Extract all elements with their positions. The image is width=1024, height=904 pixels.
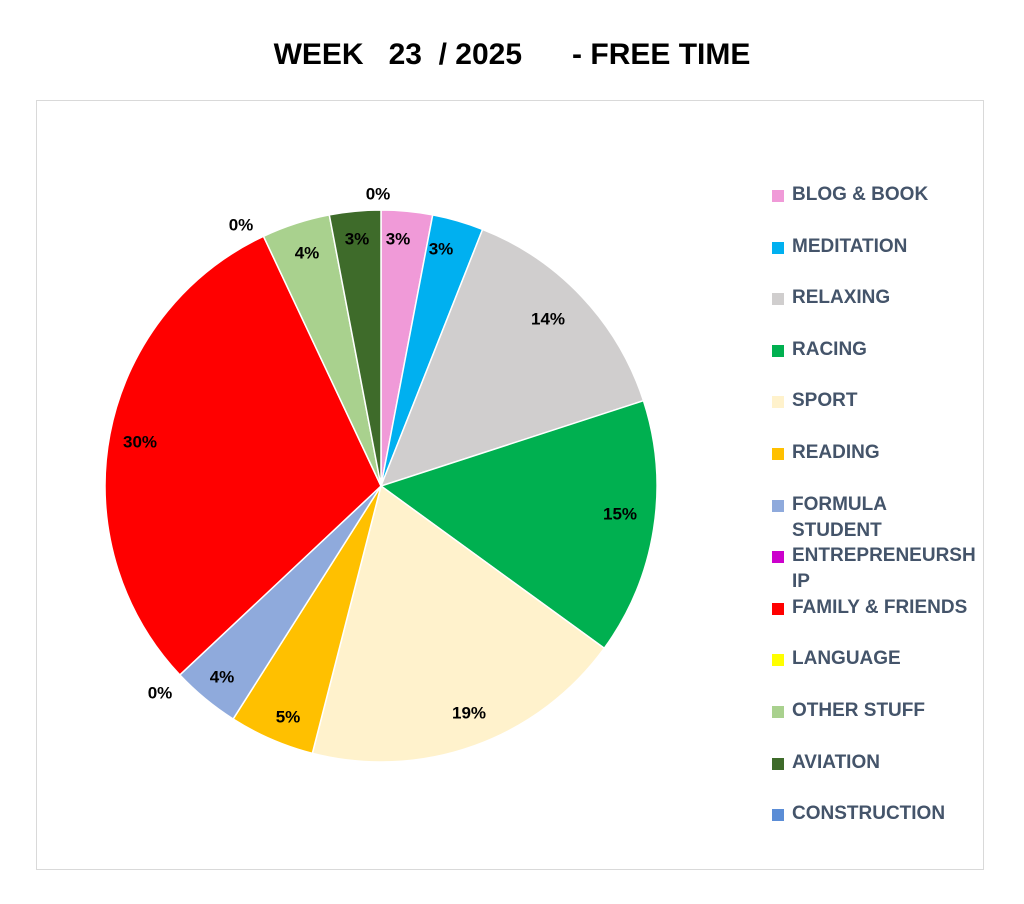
legend-swatch [772, 757, 784, 770]
data-label-relaxing: 14% [531, 309, 565, 328]
legend-label: RELAXING [792, 287, 891, 309]
data-label-reading: 5% [276, 707, 301, 726]
legend-label: READING [792, 442, 880, 463]
legend-label: OTHER STUFF [792, 700, 925, 721]
pie-slice-racing [379, 399, 658, 650]
data-label-blog-book: 3% [386, 229, 411, 248]
legend-label: AVIATION [792, 751, 880, 773]
legend-item-aviation: AVIATION [772, 750, 987, 776]
data-label-meditation: 3% [429, 239, 454, 258]
legend-item-relaxing: RELAXING [772, 285, 987, 311]
data-label-entrepreneurship: 0% [148, 683, 173, 702]
legend-swatch [772, 241, 784, 254]
legend-item-other-stuff: OTHER STUFF [772, 698, 987, 724]
legend-item-racing: RACING [772, 337, 987, 363]
legend-item-blog-book: BLOG & BOOK [772, 182, 987, 208]
legend-swatch [772, 499, 784, 512]
legend-swatch [772, 551, 784, 564]
legend-item-sport: SPORT [772, 388, 987, 414]
legend-label: FORMULA STUDENT [792, 493, 887, 541]
data-label-construction: 0% [366, 184, 391, 203]
data-label-aviation: 3% [345, 229, 370, 248]
legend-label: RACING [792, 338, 867, 360]
legend-label: LANGUAGE [792, 648, 901, 670]
legend-label: FAMILY & FRIENDS [792, 596, 968, 618]
legend-item-meditation: MEDITATION [772, 234, 987, 260]
legend-label: SPORT [792, 390, 858, 412]
legend-swatch [772, 344, 784, 357]
pie-slice-aviation [328, 209, 382, 487]
legend-swatch [772, 190, 784, 202]
data-label-formula-student: 4% [210, 667, 235, 686]
data-label-other-stuff: 4% [295, 243, 320, 262]
legend-swatch [772, 602, 784, 615]
chart-title: WEEK 23 / 2025 - FREE TIME [273, 38, 751, 71]
legend-item-entrepreneurship: ENTREPRENEURSH IP [772, 543, 987, 595]
legend-swatch [772, 654, 784, 667]
legend-swatch [772, 448, 784, 460]
data-label-family-friends: 30% [123, 432, 157, 451]
pie-slice-family-friends [104, 235, 382, 677]
legend-label: MEDITATION [792, 235, 908, 257]
legend-item-language: LANGUAGE [772, 646, 987, 672]
legend-item-construction: CONSTRUCTION [772, 801, 987, 827]
legend-item-reading: READING [772, 440, 987, 466]
legend-label: BLOG & BOOK [792, 184, 929, 205]
legend-item-family-friends: FAMILY & FRIENDS [772, 595, 987, 621]
legend-label: CONSTRUCTION [792, 803, 946, 825]
chart-area-frame [36, 100, 984, 870]
data-label-sport: 19% [452, 703, 486, 722]
legend-swatch [772, 809, 784, 822]
legend-label: ENTREPRENEURSH IP [792, 545, 976, 593]
data-label-racing: 15% [603, 504, 637, 523]
legend-swatch [772, 706, 784, 718]
pie-slice-sport [311, 484, 606, 763]
legend-swatch [772, 396, 784, 409]
data-label-language: 0% [229, 215, 254, 234]
legend-item-formula-student: FORMULA STUDENT [772, 492, 987, 544]
legend-swatch [772, 293, 784, 306]
